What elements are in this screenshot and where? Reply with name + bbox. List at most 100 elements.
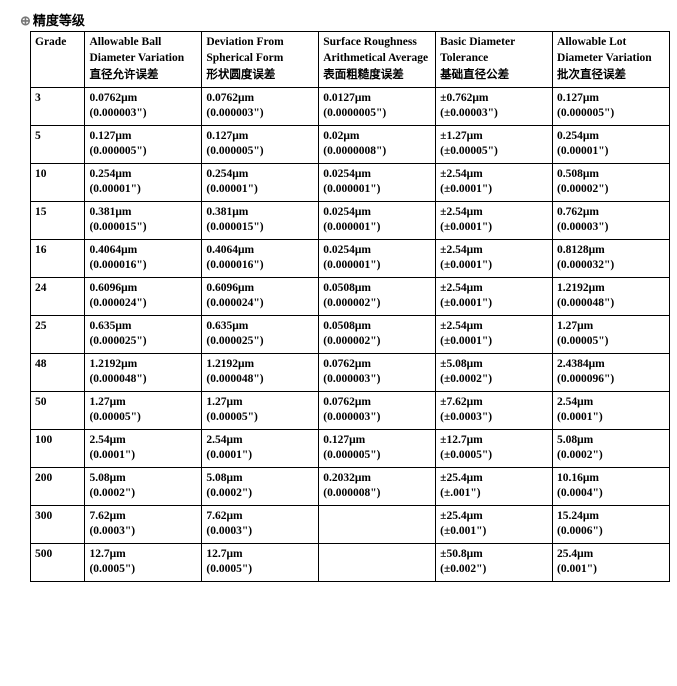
cell-c2: 0.127μm(0.000005")	[202, 125, 319, 163]
col-header-en: Surface Roughness Arithmetical Average	[323, 35, 431, 66]
value-secondary: (0.0003")	[89, 524, 197, 540]
cell-grade: 10	[31, 163, 85, 201]
value-primary: 0.0762μm	[323, 395, 431, 411]
cell-c5: 0.508μm(0.00002")	[553, 163, 670, 201]
value-primary: 0.762μm	[557, 205, 665, 221]
cell-c5: 2.54μm(0.0001")	[553, 391, 670, 429]
cell-grade: 500	[31, 543, 85, 581]
cell-c3: 0.0127μm(0.0000005")	[319, 87, 436, 125]
value-primary: ±2.54μm	[440, 167, 548, 183]
cell-c3: 0.0508μm(0.000002")	[319, 277, 436, 315]
value-primary: 1.27μm	[89, 395, 197, 411]
cell-c2: 5.08μm(0.0002")	[202, 467, 319, 505]
cell-c1: 0.127μm(0.000005")	[85, 125, 202, 163]
value-primary: 0.2032μm	[323, 471, 431, 487]
value-primary: 0.127μm	[323, 433, 431, 449]
cell-grade: 200	[31, 467, 85, 505]
value-primary: ±2.54μm	[440, 281, 548, 297]
cell-c3: 0.127μm(0.000005")	[319, 429, 436, 467]
cell-c1: 0.4064μm(0.000016")	[85, 239, 202, 277]
value-secondary: (0.000005")	[557, 106, 665, 122]
cell-c1: 5.08μm(0.0002")	[85, 467, 202, 505]
value-primary: 0.0508μm	[323, 319, 431, 335]
cell-grade: 25	[31, 315, 85, 353]
precision-grade-table: GradeAllowable Ball Diameter Variation直径…	[30, 31, 670, 582]
value-secondary: (0.0002")	[206, 486, 314, 502]
table-row: 1002.54μm(0.0001")2.54μm(0.0001")0.127μm…	[31, 429, 670, 467]
cell-c5: 2.4384μm(0.000096")	[553, 353, 670, 391]
value-secondary: (0.00005")	[89, 410, 197, 426]
value-secondary: (0.000001")	[323, 258, 431, 274]
cell-c3: 0.0254μm(0.000001")	[319, 163, 436, 201]
value-primary: 15.24μm	[557, 509, 665, 525]
value-secondary: (0.0001")	[557, 410, 665, 426]
cell-c1: 1.2192μm(0.000048")	[85, 353, 202, 391]
cell-c5: 15.24μm(0.0006")	[553, 505, 670, 543]
cell-c4: ±25.4μm(±.001")	[436, 467, 553, 505]
cell-c3: 0.0762μm(0.000003")	[319, 353, 436, 391]
col-header-2: Deviation From Spherical Form形状圆度误差	[202, 32, 319, 88]
value-secondary: (0.000005")	[206, 144, 314, 160]
value-secondary: (±0.0001")	[440, 296, 548, 312]
cell-c5: 5.08μm(0.0002")	[553, 429, 670, 467]
value-secondary: (±0.00005")	[440, 144, 548, 160]
value-primary: 0.6096μm	[89, 281, 197, 297]
cell-c2: 7.62μm(0.0003")	[202, 505, 319, 543]
value-secondary: (±0.0002")	[440, 372, 548, 388]
col-header-en: Grade	[35, 35, 80, 51]
col-header-en: Allowable Ball Diameter Variation	[89, 35, 197, 66]
cell-c2: 0.6096μm(0.000024")	[202, 277, 319, 315]
value-secondary: (0.00001")	[89, 182, 197, 198]
value-primary: ±2.54μm	[440, 319, 548, 335]
value-primary: 5.08μm	[206, 471, 314, 487]
value-primary: ±5.08μm	[440, 357, 548, 373]
cell-c5: 0.762μm(0.00003")	[553, 201, 670, 239]
value-secondary: (±0.0005")	[440, 448, 548, 464]
value-secondary: (0.00005")	[557, 334, 665, 350]
cell-c1: 7.62μm(0.0003")	[85, 505, 202, 543]
cell-c4: ±25.4μm(±0.001")	[436, 505, 553, 543]
cell-c3: 0.02μm(0.0000008")	[319, 125, 436, 163]
value-secondary: (0.0001")	[206, 448, 314, 464]
cell-c5: 1.2192μm(0.000048")	[553, 277, 670, 315]
cell-c3	[319, 543, 436, 581]
cell-grade: 24	[31, 277, 85, 315]
table-row: 481.2192μm(0.000048")1.2192μm(0.000048")…	[31, 353, 670, 391]
value-secondary: (0.00005")	[206, 410, 314, 426]
cell-c1: 2.54μm(0.0001")	[85, 429, 202, 467]
value-secondary: (0.00001")	[206, 182, 314, 198]
table-row: 50.127μm(0.000005")0.127μm(0.000005")0.0…	[31, 125, 670, 163]
value-primary: 0.4064μm	[206, 243, 314, 259]
value-primary: 0.381μm	[206, 205, 314, 221]
table-row: 50012.7μm(0.0005")12.7μm(0.0005")±50.8μm…	[31, 543, 670, 581]
value-secondary: (0.0005")	[206, 562, 314, 578]
value-primary: 0.127μm	[206, 129, 314, 145]
value-secondary: (0.000025")	[206, 334, 314, 350]
value-primary: 2.54μm	[206, 433, 314, 449]
cell-c1: 0.635μm(0.000025")	[85, 315, 202, 353]
col-header-en: Basic Diameter Tolerance	[440, 35, 548, 66]
table-row: 150.381μm(0.000015")0.381μm(0.000015")0.…	[31, 201, 670, 239]
value-secondary: (0.000096")	[557, 372, 665, 388]
value-primary: ±2.54μm	[440, 205, 548, 221]
cell-c1: 0.0762μm(0.000003")	[85, 87, 202, 125]
value-secondary: (0.000024")	[89, 296, 197, 312]
cell-c5: 25.4μm(0.001")	[553, 543, 670, 581]
value-secondary: (0.0005")	[89, 562, 197, 578]
value-secondary: (±0.001")	[440, 524, 548, 540]
value-primary: ±0.762μm	[440, 91, 548, 107]
value-secondary: (0.0000005")	[323, 106, 431, 122]
value-primary: 0.8128μm	[557, 243, 665, 259]
value-primary: 5.08μm	[89, 471, 197, 487]
value-primary: 2.4384μm	[557, 357, 665, 373]
anchor-icon: ⊕	[20, 13, 31, 29]
cell-c2: 0.254μm(0.00001")	[202, 163, 319, 201]
value-secondary: (±0.0003")	[440, 410, 548, 426]
value-primary: 10.16μm	[557, 471, 665, 487]
cell-c4: ±1.27μm(±0.00005")	[436, 125, 553, 163]
cell-c4: ±2.54μm(±0.0001")	[436, 239, 553, 277]
col-header-cn: 批次直径误差	[557, 68, 665, 84]
value-secondary: (0.00003")	[557, 220, 665, 236]
value-secondary: (0.0006")	[557, 524, 665, 540]
value-primary: ±12.7μm	[440, 433, 548, 449]
